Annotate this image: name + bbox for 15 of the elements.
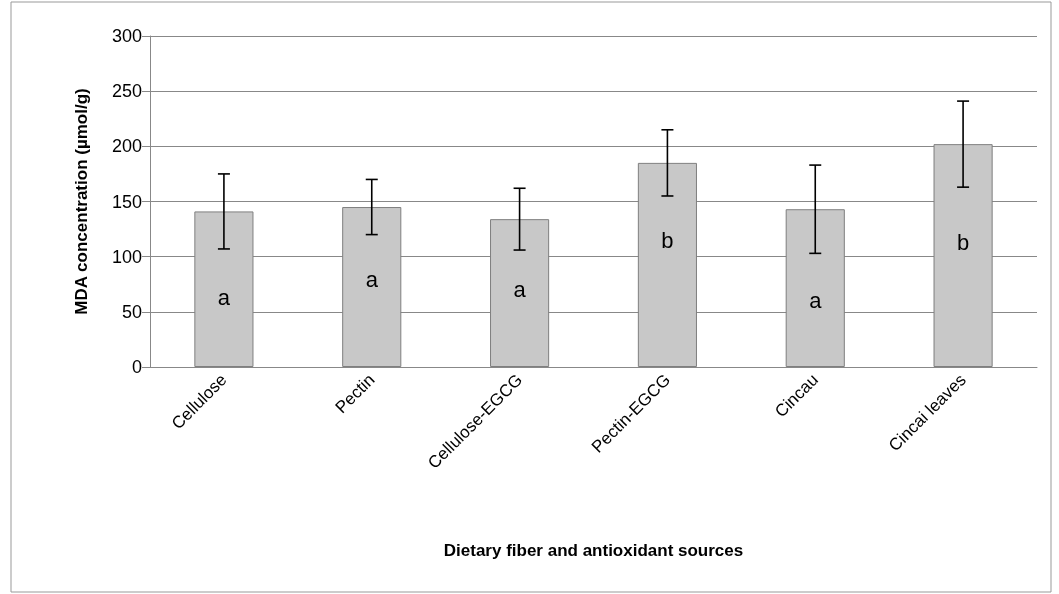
annotation: a	[513, 277, 527, 303]
x-axis-title: Dietary fiber and antioxidant sources	[443, 541, 744, 560]
y-tick-label: 250	[111, 81, 142, 102]
y-tick-label: 50	[121, 301, 142, 322]
y-tick-label: 0	[131, 357, 142, 377]
y-tick-label: 100	[111, 246, 142, 267]
y-tick-label: 300	[111, 26, 142, 46]
annotation: b	[661, 227, 674, 253]
annotation: a	[809, 288, 823, 314]
y-axis-title: MDA concentration (µmol/g)	[72, 88, 91, 315]
y-tick-label: 200	[111, 136, 142, 157]
annotation: a	[217, 284, 231, 310]
annotation: b	[956, 229, 970, 255]
y-tick-label: 150	[111, 191, 142, 212]
annotation: a	[365, 267, 379, 293]
